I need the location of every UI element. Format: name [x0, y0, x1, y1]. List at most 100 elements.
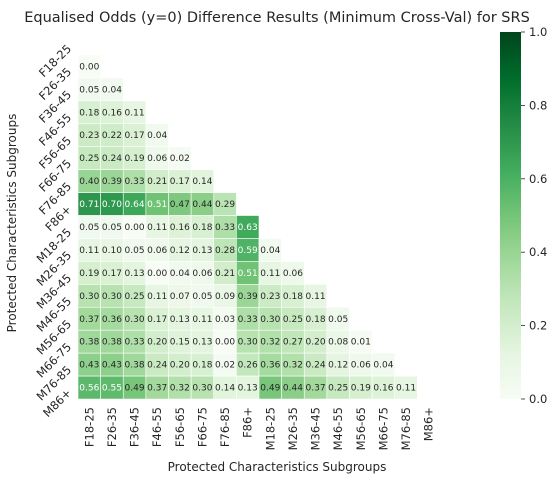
x-tick-label: M66-75 [376, 407, 390, 450]
colorbar-tick-label: 0.0 [529, 392, 547, 406]
cell-value-label: 0.43 [102, 361, 122, 371]
cell-value-label: 0.19 [125, 154, 145, 164]
cell-value-label: 0.25 [79, 154, 99, 164]
cell-value-label: 0.05 [125, 246, 145, 256]
cell-value-label: 0.25 [125, 292, 145, 302]
cell-value-label: 0.11 [147, 292, 167, 302]
x-tick-label: M26-35 [286, 407, 300, 450]
cell-value-label: 0.04 [147, 131, 167, 141]
cell-value-label: 0.20 [147, 338, 167, 348]
cell-value-label: 0.24 [147, 361, 167, 371]
cell-value-label: 0.21 [147, 177, 167, 187]
cell-value-label: 0.15 [170, 338, 190, 348]
colorbar-tick-label: 1.0 [529, 25, 547, 39]
cell-value-label: 0.25 [283, 315, 303, 325]
cell-value-label: 0.55 [102, 384, 122, 394]
y-tick-labels: F18-25F26-35F36-45F46-55F56-65F66-75F76-… [34, 42, 75, 420]
cell-value-label: 0.06 [147, 154, 167, 164]
x-tick-label: F76-85 [218, 407, 232, 447]
cell-value-label: 0.51 [238, 269, 258, 279]
cell-value-label: 0.33 [238, 315, 258, 325]
cell-value-label: 0.33 [215, 223, 235, 233]
cell-value-label: 0.05 [79, 85, 99, 95]
cell-value-label: 0.18 [192, 223, 212, 233]
cell-value-label: 0.13 [192, 246, 212, 256]
x-tick-labels: F18-25 F26-35 F36-45 F46-55 F56-65 F66-75 F76-… [82, 407, 435, 450]
cell-value-label: 0.14 [215, 384, 235, 394]
colorbar-tick-label: 0.2 [529, 319, 547, 333]
x-tick-label: M76-85 [399, 407, 413, 450]
cell-value-label: 0.05 [328, 315, 348, 325]
heatmap-cells: 0.000.05 0.040.18 0.16 0.110.23 0.22 0.17 0.04… [77, 54, 418, 400]
cell-value-label: 0.37 [79, 315, 99, 325]
cell-value-label: 0.43 [79, 361, 99, 371]
x-tick-label: M56-65 [354, 407, 368, 450]
colorbar [500, 32, 521, 399]
cell-value-label: 0.12 [170, 246, 190, 256]
cell-value-label: 0.25 [328, 384, 348, 394]
cell-value-label: 0.05 [192, 292, 212, 302]
x-tick-label: F36-45 [128, 407, 142, 447]
cell-value-label: 0.13 [238, 384, 258, 394]
cell-value-label: 0.49 [260, 384, 280, 394]
cell-value-label: 0.00 [79, 62, 99, 72]
cell-value-label: 0.30 [238, 338, 258, 348]
cell-value-label: 0.36 [260, 361, 280, 371]
cell-value-label: 0.32 [283, 361, 303, 371]
cell-value-label: 0.08 [328, 338, 348, 348]
cell-value-label: 0.49 [125, 384, 145, 394]
cell-value-label: 0.18 [192, 361, 212, 371]
cell-value-label: 0.30 [260, 315, 280, 325]
cell-value-label: 0.30 [102, 292, 122, 302]
cell-value-label: 0.03 [215, 315, 235, 325]
cell-value-label: 0.44 [283, 384, 303, 394]
cell-value-label: 0.17 [125, 131, 145, 141]
cell-value-label: 0.70 [102, 200, 122, 210]
cell-value-label: 0.16 [170, 223, 190, 233]
cell-value-label: 0.13 [125, 269, 145, 279]
cell-value-label: 0.05 [102, 223, 122, 233]
cell-value-label: 0.06 [147, 246, 167, 256]
cell-value-label: 0.40 [79, 177, 99, 187]
cell-value-label: 0.33 [125, 338, 145, 348]
cell-value-label: 0.71 [79, 200, 99, 210]
cell-value-label: 0.13 [170, 315, 190, 325]
cell-value-label: 0.59 [238, 246, 258, 256]
cell-value-label: 0.11 [396, 384, 416, 394]
cell-value-label: 0.00 [215, 338, 235, 348]
x-tick-label: M36-45 [309, 407, 323, 450]
cell-value-label: 0.11 [260, 269, 280, 279]
cell-value-label: 0.23 [260, 292, 280, 302]
cell-value-label: 0.56 [79, 384, 99, 394]
cell-value-label: 0.09 [215, 292, 235, 302]
cell-value-label: 0.20 [170, 361, 190, 371]
x-tick-label: F46-55 [150, 407, 164, 447]
cell-value-label: 0.16 [102, 108, 122, 118]
cell-value-label: 0.12 [328, 361, 348, 371]
colorbar-tick-label: 0.8 [529, 98, 547, 112]
cell-value-label: 0.37 [147, 384, 167, 394]
cell-value-label: 0.38 [79, 338, 99, 348]
cell-value-label: 0.17 [170, 177, 190, 187]
cell-value-label: 0.05 [79, 223, 99, 233]
cell-value-label: 0.64 [125, 200, 145, 210]
cell-value-label: 0.06 [351, 361, 371, 371]
cell-value-label: 0.24 [306, 361, 326, 371]
colorbar-tick-label: 0.6 [529, 172, 547, 186]
cell-value-label: 0.10 [102, 246, 122, 256]
cell-value-label: 0.02 [215, 361, 235, 371]
x-tick-label: M86+ [422, 407, 436, 441]
cell-value-label: 0.11 [147, 223, 167, 233]
cell-value-label: 0.36 [102, 315, 122, 325]
y-axis-label: Protected Characteristics Subgroups [5, 114, 19, 333]
cell-value-label: 0.30 [79, 292, 99, 302]
x-tick-label: F66-75 [195, 407, 209, 447]
cell-value-label: 0.39 [238, 292, 258, 302]
cell-value-label: 0.24 [102, 154, 122, 164]
cell-value-label: 0.39 [102, 177, 122, 187]
x-tick-label: M46-55 [331, 407, 345, 450]
cell-value-label: 0.22 [102, 131, 122, 141]
cell-value-label: 0.13 [192, 338, 212, 348]
cell-value-label: 0.07 [170, 292, 190, 302]
